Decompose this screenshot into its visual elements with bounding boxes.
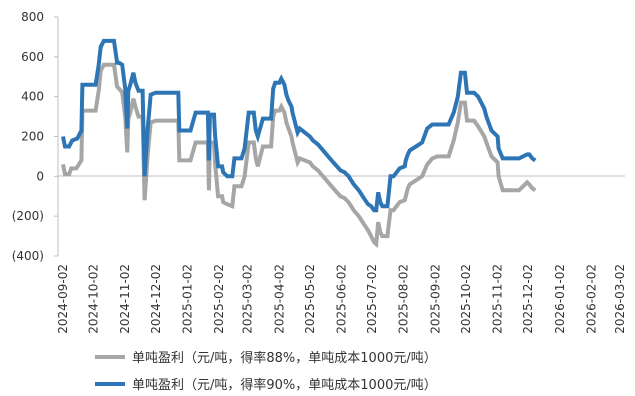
x-tick-label: 2025-03-02 (241, 264, 255, 334)
legend-item-series-1: 单吨盈利（元/吨，得率88%，单吨成本1000元/吨） (95, 350, 437, 366)
series-line-1 (61, 62, 537, 249)
x-tick-label: 2024-12-02 (149, 264, 163, 334)
x-tick-label: 2026-03-02 (613, 264, 627, 334)
x-tick-label: 2025-09-02 (428, 264, 442, 334)
y-tick-label: (400) (12, 249, 44, 263)
x-tick-label: 2026-01-02 (553, 264, 567, 334)
x-tick-label: 2026-02-02 (584, 264, 598, 334)
y-tick-label: 600 (21, 50, 44, 64)
x-tick-label: 2025-11-02 (491, 264, 505, 334)
x-tick-label: 2025-06-02 (335, 264, 349, 334)
series-layer (61, 38, 537, 249)
x-tick-label: 2025-05-02 (303, 264, 317, 334)
legend-label-series-1: 单吨盈利（元/吨，得率88%，单吨成本1000元/吨） (132, 350, 437, 366)
x-tick-label: 2025-01-02 (180, 264, 194, 334)
y-axis: 800 600 400 200 0 (200) (400) (12, 10, 59, 263)
x-tick-label: 2025-02-02 (212, 264, 226, 334)
y-tick-label: 200 (21, 130, 44, 144)
x-tick-label: 2025-10-02 (459, 264, 473, 334)
x-axis: 2024-09-02 2024-10-02 2024-11-02 2024-12-02… (56, 175, 627, 334)
x-tick-label: 2024-09-02 (56, 264, 70, 334)
x-tick-label: 2025-08-02 (397, 264, 411, 334)
x-tick-label: 2025-04-02 (272, 264, 286, 334)
legend: 单吨盈利（元/吨，得率88%，单吨成本1000元/吨） 单吨盈利（元/吨，得率9… (95, 350, 437, 393)
x-tick-label: 2024-10-02 (87, 264, 101, 334)
y-tick-label: 400 (21, 90, 44, 104)
y-tick-label: 800 (21, 10, 44, 24)
legend-label-series-2: 单吨盈利（元/吨，得率90%，单吨成本1000元/吨） (132, 377, 437, 393)
x-tick-label: 2025-12-02 (521, 264, 535, 334)
legend-item-series-2: 单吨盈利（元/吨，得率90%，单吨成本1000元/吨） (95, 377, 437, 393)
y-tick-label: (200) (12, 209, 44, 223)
x-tick-label: 2024-11-02 (118, 264, 132, 334)
x-tick-label: 2025-07-02 (365, 264, 379, 334)
series-line-2 (61, 38, 537, 213)
y-tick-label: 0 (36, 169, 44, 183)
